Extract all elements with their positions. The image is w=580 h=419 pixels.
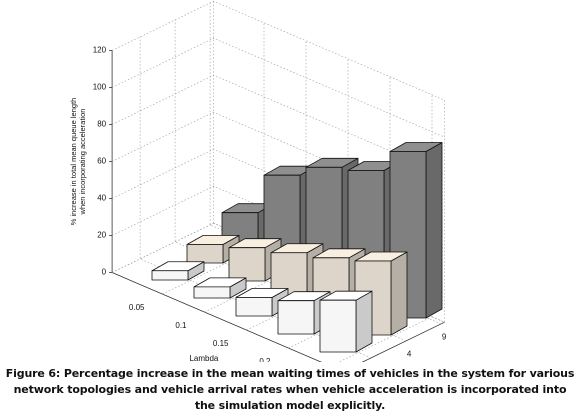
bar-side <box>390 251 408 336</box>
bar <box>319 290 373 353</box>
bar <box>389 142 443 319</box>
bar-front <box>277 300 315 335</box>
grid-line <box>111 37 445 138</box>
bar-front <box>151 270 189 281</box>
legend-label: 4 <box>407 349 412 358</box>
y-tick-label: 20 <box>97 231 106 240</box>
bar-front <box>186 244 224 264</box>
floor-grid <box>139 36 372 359</box>
caption: Figure 6: Percentage increase in the mea… <box>5 367 575 412</box>
x-tick-label: 0.2 <box>259 357 271 362</box>
y-tick-label: 0 <box>102 268 107 277</box>
x-axis-label: Lambda <box>189 354 218 362</box>
grid-line <box>111 0 445 101</box>
grid-line <box>111 74 445 175</box>
x-tick-label: 0.05 <box>129 303 145 312</box>
bar-front <box>193 286 231 299</box>
y-axis-label: % increase in total mean queue length <box>69 98 78 226</box>
x-tick-label: 0.15 <box>213 339 229 348</box>
bar-side <box>355 290 373 353</box>
y-tick-label: 40 <box>97 194 106 203</box>
bar-front <box>319 299 357 353</box>
y-tick-label: 100 <box>93 83 107 92</box>
y-tick-label: 60 <box>97 157 106 166</box>
y-tick-label: 80 <box>97 120 106 129</box>
axis-line <box>111 272 344 372</box>
bar-side <box>425 142 443 319</box>
x-tick-label: 0.1 <box>175 321 187 330</box>
bar <box>221 203 275 247</box>
bar-front <box>228 247 266 282</box>
y-axis-label: when incorporating acceleration <box>78 109 87 216</box>
chart: 0 20 40 60 80 100 120 % increase in total mean … <box>69 0 461 384</box>
bar <box>151 261 205 281</box>
bar-front <box>235 297 273 317</box>
bar <box>193 277 247 299</box>
legend-label: 9 <box>442 332 447 341</box>
y-tick-label: 120 <box>93 46 107 55</box>
